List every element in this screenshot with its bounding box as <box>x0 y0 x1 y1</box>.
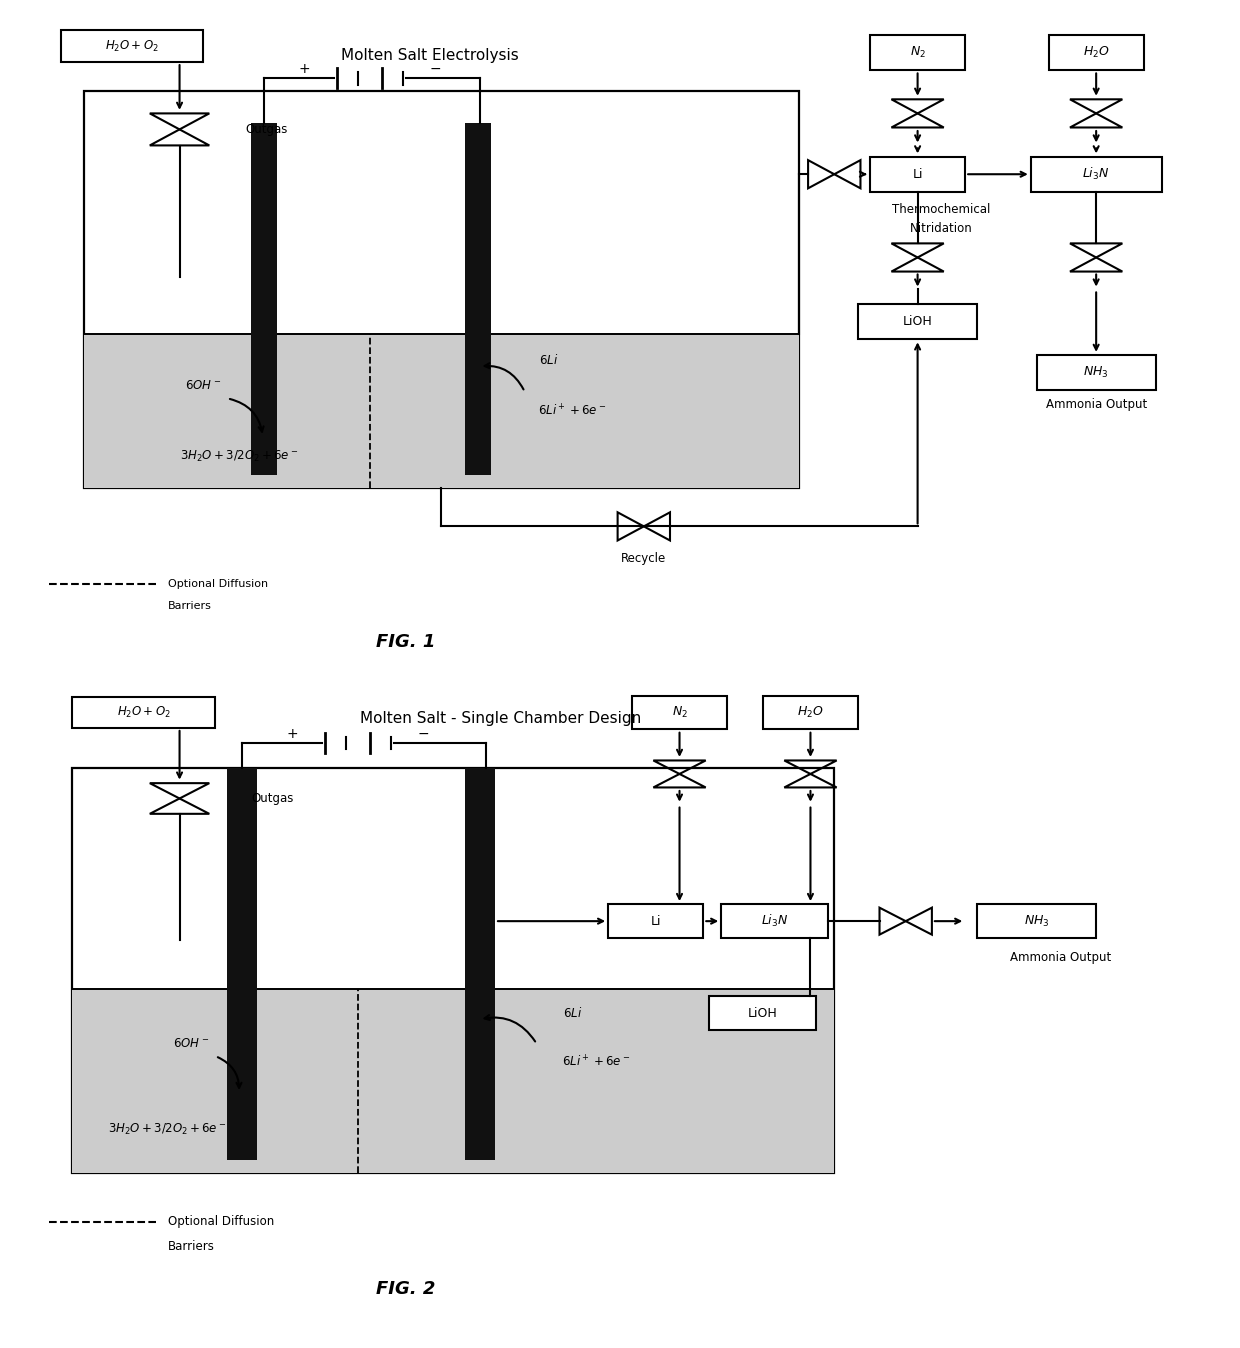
Text: LiOH: LiOH <box>903 315 932 328</box>
Text: $H_2O + O_2$: $H_2O + O_2$ <box>117 705 171 720</box>
Text: $Li_3N$: $Li_3N$ <box>1083 166 1110 182</box>
Bar <box>858 303 977 340</box>
Bar <box>1049 35 1143 70</box>
Text: $6Li$: $6Li$ <box>539 353 558 367</box>
Text: $N_2$: $N_2$ <box>910 44 925 61</box>
Text: Ammonia Output: Ammonia Output <box>1009 952 1111 964</box>
Text: $H_2O + O_2$: $H_2O + O_2$ <box>105 39 159 54</box>
Text: +: + <box>299 62 310 75</box>
Text: $3H_2O + 3/2O_2 +6e^-$: $3H_2O + 3/2O_2 +6e^-$ <box>108 1122 227 1138</box>
Text: Li: Li <box>651 915 661 927</box>
Bar <box>465 123 491 476</box>
Text: Recycle: Recycle <box>621 551 666 565</box>
Text: FIG. 1: FIG. 1 <box>376 632 435 651</box>
Bar <box>763 696 858 729</box>
Text: Nitridation: Nitridation <box>910 222 973 235</box>
Bar <box>227 768 257 1161</box>
Text: Molten Salt - Single Chamber Design: Molten Salt - Single Chamber Design <box>361 712 641 727</box>
Text: $Li_3N$: $Li_3N$ <box>761 913 789 929</box>
Text: Barriers: Barriers <box>167 1240 215 1252</box>
Bar <box>608 905 703 938</box>
Text: Outgas: Outgas <box>246 123 288 136</box>
Text: −: − <box>418 727 429 741</box>
Text: $NH_3$: $NH_3$ <box>1024 914 1049 929</box>
Text: $6Li^+ + 6e^-$: $6Li^+ + 6e^-$ <box>562 1054 630 1070</box>
Bar <box>1037 355 1156 391</box>
Bar <box>632 696 727 729</box>
Text: FIG. 2: FIG. 2 <box>376 1281 435 1298</box>
Text: Thermochemical: Thermochemical <box>893 204 991 216</box>
Text: LiOH: LiOH <box>748 1007 777 1019</box>
Text: Ammonia Output: Ammonia Output <box>1045 398 1147 411</box>
Text: Outgas: Outgas <box>250 793 294 805</box>
Bar <box>977 905 1096 938</box>
Text: $6Li^+ + 6e^-$: $6Li^+ + 6e^-$ <box>538 403 606 419</box>
Text: Optional Diffusion: Optional Diffusion <box>167 1215 274 1228</box>
Bar <box>870 156 965 191</box>
Text: $NH_3$: $NH_3$ <box>1084 365 1109 380</box>
Text: $H_2O$: $H_2O$ <box>1083 44 1110 61</box>
Bar <box>61 30 203 62</box>
Text: $6OH^-$: $6OH^-$ <box>185 379 222 392</box>
Bar <box>870 35 965 70</box>
Bar <box>72 697 216 728</box>
Bar <box>722 905 828 938</box>
Text: $3H_2O + 3/2O_2 +6e^-$: $3H_2O + 3/2O_2 +6e^-$ <box>180 449 298 464</box>
Bar <box>84 334 799 488</box>
Text: $H_2O$: $H_2O$ <box>797 705 823 720</box>
Bar <box>465 768 495 1161</box>
Text: −: − <box>430 62 441 75</box>
Text: +: + <box>286 727 299 741</box>
Bar <box>709 996 816 1030</box>
Text: Molten Salt Electrolysis: Molten Salt Electrolysis <box>341 49 518 63</box>
Text: Li: Li <box>913 167 923 181</box>
Text: Optional Diffusion: Optional Diffusion <box>167 580 268 589</box>
Bar <box>72 988 835 1173</box>
Bar <box>250 123 278 476</box>
Bar <box>84 92 799 488</box>
Bar <box>72 768 835 1173</box>
Text: $6OH^-$: $6OH^-$ <box>174 1038 210 1050</box>
Text: $N_2$: $N_2$ <box>672 705 687 720</box>
Bar <box>1030 156 1162 191</box>
Text: Barriers: Barriers <box>167 601 212 612</box>
Text: $6Li$: $6Li$ <box>563 1006 582 1020</box>
